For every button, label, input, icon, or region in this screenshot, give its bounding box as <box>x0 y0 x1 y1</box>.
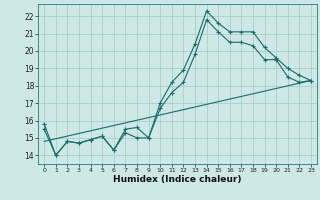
X-axis label: Humidex (Indice chaleur): Humidex (Indice chaleur) <box>113 175 242 184</box>
